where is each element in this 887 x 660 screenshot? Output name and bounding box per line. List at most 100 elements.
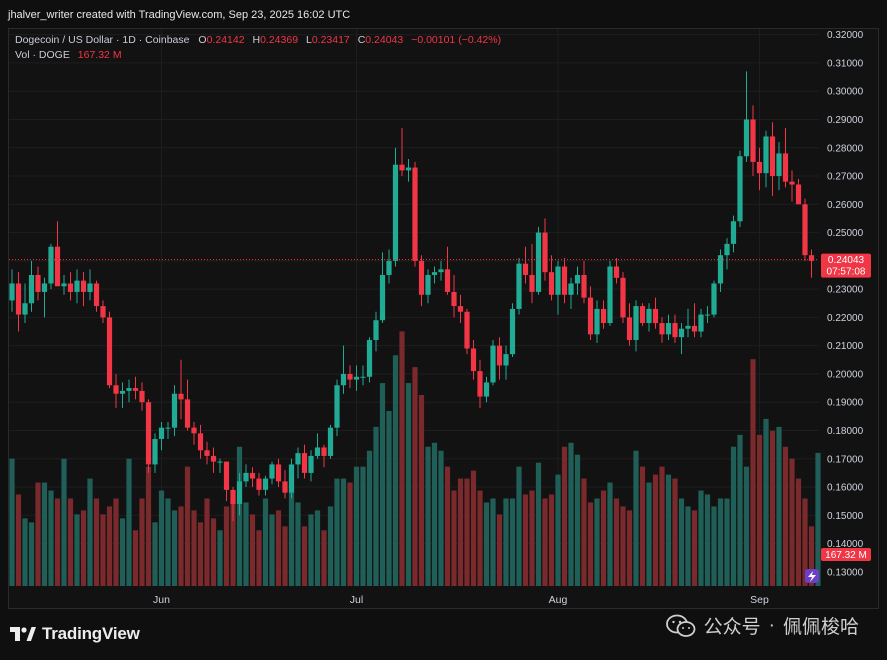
candle-body bbox=[386, 260, 392, 275]
legend-symbol[interactable]: Dogecoin / US Dollar · 1D · Coinbase bbox=[15, 34, 190, 46]
candle-body bbox=[470, 348, 477, 372]
volume-bar bbox=[477, 490, 483, 586]
volume-bar bbox=[451, 490, 457, 586]
candle-body bbox=[587, 297, 594, 335]
volume-bar bbox=[600, 490, 607, 586]
candle-body bbox=[223, 461, 230, 490]
candle-body bbox=[717, 255, 724, 284]
volume-bar bbox=[405, 383, 412, 586]
volume-bar bbox=[756, 434, 763, 586]
candle-body bbox=[243, 472, 249, 482]
price-axis: 0.32000 0.31000 0.30000 0.29000 0.28000 0.270… bbox=[827, 30, 864, 578]
volume-bar bbox=[191, 510, 197, 586]
candle-body bbox=[620, 277, 626, 318]
watermark-name: 佩佩梭哈 bbox=[782, 617, 859, 638]
volume-bar bbox=[444, 466, 451, 586]
volume-bar bbox=[769, 430, 776, 586]
volume-bar bbox=[145, 466, 152, 586]
candle-body bbox=[548, 272, 555, 295]
candle-body bbox=[340, 373, 347, 386]
legend-volume-value: 167.32 M bbox=[77, 49, 122, 61]
volume-bar bbox=[646, 482, 652, 586]
tradingview-logo[interactable]: TradingView bbox=[10, 624, 140, 644]
price-chart[interactable]: 0.32000 0.31000 0.30000 0.29000 0.28000 0.270… bbox=[9, 29, 879, 609]
legend-volume-row: Vol · DOGE 167.32 M bbox=[15, 48, 501, 63]
volume-bar bbox=[490, 498, 496, 586]
chart-frame[interactable]: 0.32000 0.31000 0.30000 0.29000 0.28000 0.270… bbox=[8, 28, 879, 609]
volume-bar bbox=[366, 450, 373, 586]
volume-bar bbox=[347, 482, 353, 586]
volume-bar bbox=[698, 490, 704, 586]
candle-body bbox=[743, 119, 750, 157]
time-tick-label: Jun bbox=[153, 594, 170, 606]
candle-body bbox=[457, 306, 464, 312]
volume-bar bbox=[659, 466, 665, 586]
volume-bar bbox=[776, 426, 782, 586]
candle-body bbox=[295, 453, 301, 465]
candle-body bbox=[171, 393, 178, 428]
volume-bar bbox=[93, 498, 100, 586]
candle-body bbox=[366, 340, 373, 377]
candle-body bbox=[353, 376, 360, 380]
volume-bar bbox=[87, 478, 93, 586]
volume-bar bbox=[464, 478, 470, 586]
volume-bar bbox=[639, 466, 646, 586]
candle-body bbox=[795, 184, 802, 205]
candle-body bbox=[93, 283, 100, 307]
candle-body bbox=[54, 246, 61, 287]
candle-body bbox=[711, 283, 717, 315]
volume-bar bbox=[178, 506, 184, 586]
candle-body bbox=[568, 283, 574, 295]
candle-body bbox=[269, 464, 275, 479]
volume-bar bbox=[171, 510, 178, 586]
legend-close-value: 0.24043 bbox=[365, 34, 404, 46]
volume-bar bbox=[61, 458, 67, 586]
volume-bar bbox=[217, 530, 223, 586]
candle-body bbox=[139, 390, 145, 403]
volume-bar bbox=[470, 470, 477, 586]
volume-bar bbox=[288, 474, 295, 586]
last-price-tag-value: 0.24043 bbox=[828, 255, 865, 266]
candle-body bbox=[80, 280, 87, 292]
candle-body bbox=[594, 308, 600, 335]
volume-bar bbox=[249, 514, 256, 586]
price-tick-label: 0.30000 bbox=[827, 87, 864, 98]
candle-body bbox=[399, 164, 405, 171]
legend-change: −0.00101 (−0.42%) bbox=[411, 34, 502, 46]
candle-body bbox=[152, 438, 158, 465]
legend-volume-label[interactable]: Vol · DOGE bbox=[15, 49, 70, 61]
volume-bar bbox=[626, 510, 633, 586]
last-price-tag-bg bbox=[821, 253, 871, 278]
candle-body bbox=[308, 455, 314, 473]
volume-tag-bg bbox=[821, 548, 871, 561]
volume-bar bbox=[535, 462, 542, 586]
candle-body bbox=[600, 308, 607, 324]
price-tick-label: 0.28000 bbox=[827, 143, 864, 154]
volume-bar bbox=[704, 494, 711, 586]
volume-bar bbox=[412, 367, 418, 586]
candle-body bbox=[67, 283, 74, 292]
volume-bar bbox=[483, 502, 490, 586]
candle-body bbox=[490, 345, 496, 383]
candle-body bbox=[301, 453, 308, 473]
candle-body bbox=[704, 314, 711, 316]
candle-body bbox=[503, 354, 509, 366]
candle-body bbox=[477, 371, 483, 397]
candle-body bbox=[9, 283, 15, 301]
volume-bar bbox=[425, 446, 431, 586]
volume-bar bbox=[620, 506, 626, 586]
volume-bar bbox=[730, 446, 737, 586]
volume-bar bbox=[308, 514, 314, 586]
candle-body bbox=[626, 317, 633, 341]
candle-body bbox=[230, 489, 236, 505]
volume-bar bbox=[581, 478, 587, 586]
candle-body bbox=[48, 246, 54, 284]
price-tick-label: 0.22000 bbox=[827, 313, 864, 324]
price-tick-label: 0.26000 bbox=[827, 200, 864, 211]
time-tick-label: Sep bbox=[750, 594, 769, 606]
volume-bar bbox=[100, 514, 106, 586]
volume-bar bbox=[737, 434, 743, 586]
volume-bar bbox=[35, 482, 41, 586]
volume-bar bbox=[223, 506, 230, 586]
candle-body bbox=[535, 232, 542, 292]
